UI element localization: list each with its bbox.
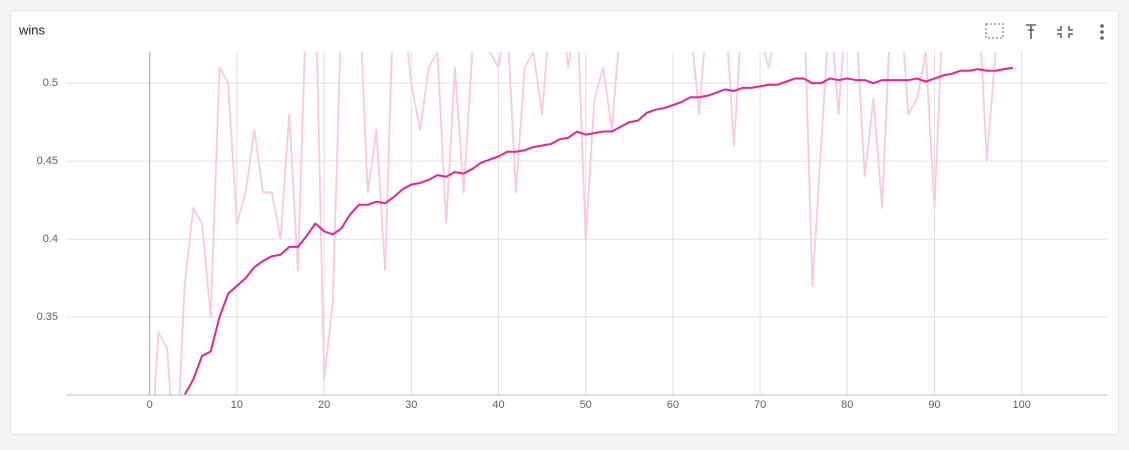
chart-title: wins bbox=[18, 22, 46, 37]
pin-button[interactable] bbox=[1026, 24, 1036, 39]
x-tick-label: 50 bbox=[580, 399, 592, 411]
x-tick-label: 0 bbox=[147, 399, 153, 411]
toolbar bbox=[985, 23, 1104, 40]
y-tick-label: 0.45 bbox=[37, 155, 58, 167]
x-tick-label: 100 bbox=[1012, 399, 1030, 411]
plot-area bbox=[153, 52, 1014, 395]
y-tick-label: 0.35 bbox=[37, 311, 58, 323]
x-tick-label: 90 bbox=[928, 399, 940, 411]
data-line bbox=[153, 52, 997, 395]
grid bbox=[66, 52, 1108, 395]
y-tick-label: 0.5 bbox=[43, 77, 58, 89]
fit-domain-button[interactable] bbox=[985, 23, 1004, 39]
x-tick-label: 10 bbox=[231, 399, 243, 411]
x-tick-label: 40 bbox=[492, 399, 504, 411]
data-line bbox=[183, 66, 1014, 395]
card bbox=[10, 10, 1119, 435]
collapse-button[interactable] bbox=[1057, 26, 1073, 38]
y-tick-label: 0.4 bbox=[43, 233, 58, 245]
x-tick-label: 60 bbox=[667, 399, 679, 411]
x-tick-label: 80 bbox=[841, 399, 853, 411]
x-tick-label: 70 bbox=[754, 399, 766, 411]
x-tick-label: 20 bbox=[318, 399, 330, 411]
x-tick-label: 30 bbox=[405, 399, 417, 411]
menu-button[interactable] bbox=[1100, 24, 1104, 40]
